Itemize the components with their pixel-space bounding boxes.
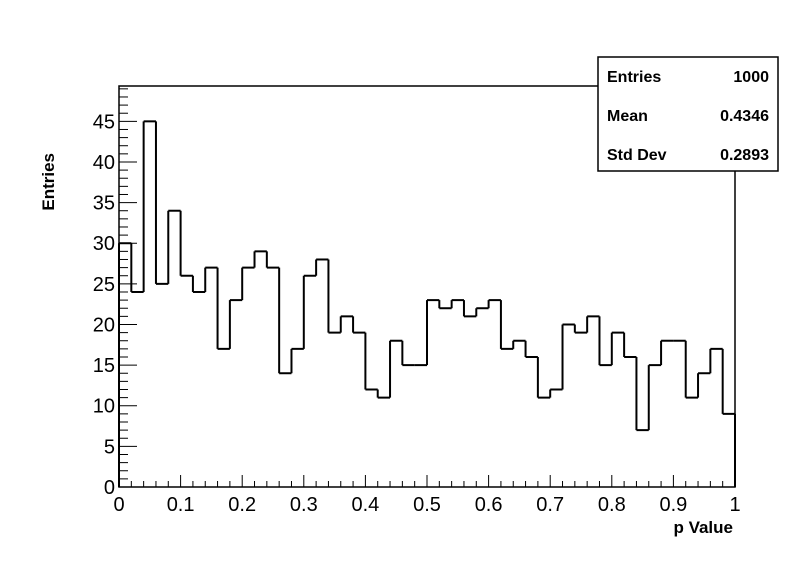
x-tick-label: 0.4 bbox=[351, 494, 379, 516]
x-tick-label: 0.1 bbox=[167, 494, 195, 516]
stats-mean-value: 0.4346 bbox=[720, 108, 769, 125]
stats-mean-label: Mean bbox=[607, 108, 648, 125]
stats-std-label: Std Dev bbox=[607, 147, 667, 164]
x-tick-label: 0 bbox=[113, 494, 124, 516]
x-tick-label: 0.9 bbox=[659, 494, 687, 516]
x-tick-label: 0.5 bbox=[413, 494, 441, 516]
y-axis-title: Entries bbox=[39, 153, 58, 211]
histogram-bars bbox=[118, 120, 736, 487]
stats-std-value: 0.2893 bbox=[720, 147, 769, 164]
x-tick-label: 0.3 bbox=[290, 494, 318, 516]
axis-ticks bbox=[118, 88, 736, 488]
y-tick-labels: 0 5 10 15 20 25 30 35 40 45 bbox=[93, 111, 115, 499]
x-tick-label: 0.2 bbox=[228, 494, 256, 516]
y-tick-label: 45 bbox=[93, 111, 115, 133]
stats-entries-value: 1000 bbox=[733, 69, 769, 86]
stats-box: Entries 1000 Mean 0.4346 Std Dev 0.2893 bbox=[597, 56, 779, 172]
x-tick-label: 1 bbox=[729, 494, 740, 516]
x-tick-label: 0.7 bbox=[536, 494, 564, 516]
y-tick-label: 20 bbox=[93, 314, 115, 336]
y-tick-label: 0 bbox=[104, 477, 115, 499]
y-tick-label: 10 bbox=[93, 396, 115, 418]
y-tick-label: 40 bbox=[93, 152, 115, 174]
x-tick-label: 0.6 bbox=[475, 494, 503, 516]
plot-frame bbox=[118, 85, 736, 488]
stats-box-frame bbox=[597, 56, 779, 172]
y-tick-label: 35 bbox=[93, 193, 115, 215]
stats-entries-label: Entries bbox=[607, 69, 661, 86]
y-tick-label: 25 bbox=[93, 274, 115, 296]
x-tick-labels: 0 0.1 0.2 0.3 0.4 0.5 0.6 0.7 0.8 0.9 1 bbox=[113, 494, 740, 516]
y-tick-label: 15 bbox=[93, 355, 115, 377]
x-tick-label: 0.8 bbox=[598, 494, 626, 516]
y-tick-label: 30 bbox=[93, 233, 115, 255]
x-axis-title: p Value bbox=[673, 518, 733, 537]
y-tick-label: 5 bbox=[104, 436, 115, 458]
